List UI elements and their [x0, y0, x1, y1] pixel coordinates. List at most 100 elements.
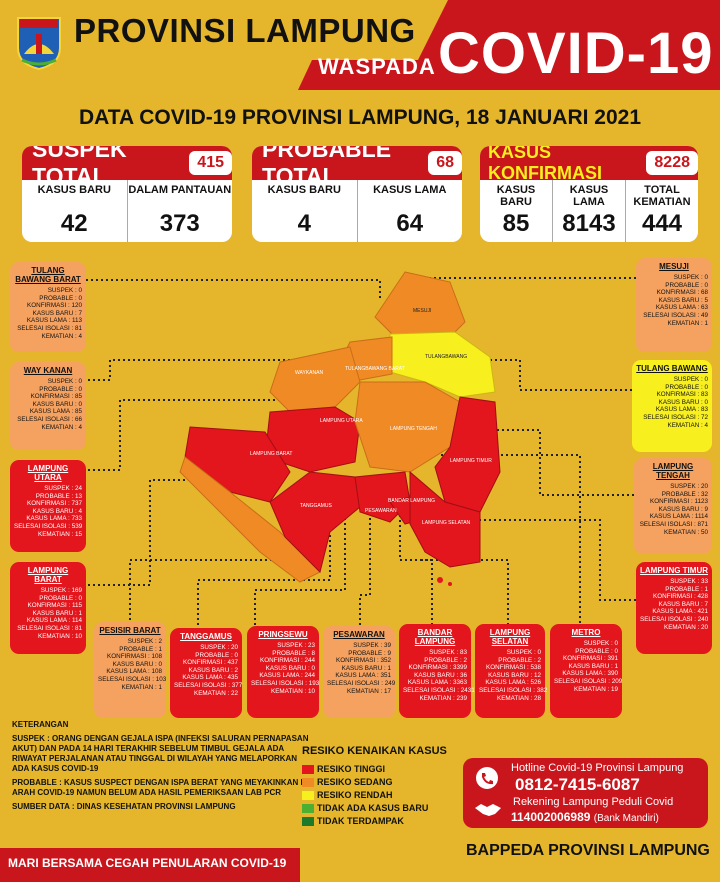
- stat-row: KASUS LAMA : 114: [26, 617, 82, 625]
- stat-row: KEMATIAN : 4: [667, 421, 708, 429]
- stat-row: KASUS BARU : 7: [658, 600, 708, 608]
- stat-row: PROBABLE : 2: [424, 656, 467, 664]
- stat-row: KASUS LAMA : 108: [106, 668, 162, 676]
- date-line: DATA COVID-19 PROVINSI LAMPUNG, 18 JANUA…: [78, 106, 642, 129]
- konfirmasi-total: 8228: [646, 151, 698, 175]
- stat-row: PROBABLE : 0: [39, 594, 82, 602]
- footer-campaign: MARI BERSAMA CEGAH PENULARAN COVID-19: [8, 856, 287, 870]
- stat-row: KASUS BARU : 0: [265, 664, 315, 672]
- risk-label: RESIKO SEDANG: [317, 777, 393, 787]
- stat-row: KEMATIAN : 28: [497, 694, 541, 702]
- map-lampung-selatan: [409, 470, 481, 568]
- stat-row: KASUS BARU : 0: [32, 400, 82, 408]
- map-label-lampung-tengah: LAMPUNG TENGAH: [390, 426, 437, 432]
- swatch: [302, 790, 314, 800]
- map-label-tanggamus: TANGGAMUS: [300, 503, 333, 509]
- handshake-icon: [475, 804, 501, 816]
- stat-row: SUSPEK : 0: [583, 640, 618, 647]
- stat-row: KONFIRMASI : 428: [653, 593, 708, 601]
- region-way-kanan: WAY KANAN SUSPEK : 0 PROBABLE : 0 KONFIR…: [10, 362, 86, 450]
- map-lampung-tengah: [354, 381, 461, 473]
- region-lampung-barat: LAMPUNG BARAT SUSPEK : 169 PROBABLE : 0 …: [10, 562, 86, 654]
- probable-card: PROBABLE TOTAL 68 KASUS BARU 4 KASUS LAMA…: [252, 146, 462, 242]
- stat-row: SUSPEK : 0: [673, 376, 708, 383]
- region-tulang-bawang-barat: TULANG BAWANG BARAT SUSPEK : 0 PROBABLE …: [10, 262, 86, 352]
- stat-row: KONFIRMASI : 3399: [408, 664, 467, 672]
- probable-baru-label: KASUS BARU: [267, 184, 341, 196]
- map-label-tulangbawang-barat: TULANGBAWANG BARAT: [345, 366, 405, 372]
- stat-row: SUSPEK : 24: [44, 485, 82, 492]
- region-metro: METRO SUSPEK : 0 PROBABLE : 0 KONFIRMASI…: [550, 624, 622, 718]
- region-name: LAMPUNG TENGAH: [652, 462, 694, 480]
- region-name: METRO: [571, 628, 601, 637]
- region-name: PESISIR BARAT: [99, 626, 161, 635]
- stat-row: KONFIRMASI : 1123: [650, 498, 708, 506]
- map-label-bandar-lampung: BANDAR LAMPUNG: [388, 498, 435, 504]
- stat-row: SELESAI ISOLASI : 240: [640, 615, 709, 623]
- stat-row: KASUS BARU : 0: [112, 660, 162, 668]
- map-label-lampung-timur: LAMPUNG TIMUR: [450, 458, 492, 464]
- konfirmasi-baru-label: KASUS BARU: [496, 184, 536, 208]
- suspek-total: 415: [189, 151, 232, 175]
- swatch: [302, 803, 314, 813]
- risk-item-tidak-ada-kasus: TIDAK ADA KASUS BARU: [302, 803, 428, 813]
- region-name: PESAWARAN: [333, 630, 385, 639]
- stat-row: KASUS LAMA : 1114: [649, 513, 708, 521]
- covid-banner: [298, 0, 720, 90]
- stat-row: KEMATIAN : 17: [347, 687, 391, 695]
- stat-row: PROBABLE : 0: [665, 383, 708, 391]
- rekening-number: 114002006989 (Bank Mandiri): [511, 810, 659, 824]
- stat-row: KASUS BARU : 1: [341, 664, 391, 672]
- stat-row: SELESAI ISOLASI : 871: [639, 520, 708, 528]
- stat-row: KONFIRMASI : 68: [656, 289, 708, 297]
- stat-row: KASUS LAMA : 63: [655, 304, 708, 312]
- stat-row: SUSPEK : 2: [127, 638, 162, 645]
- probable-total: 68: [428, 151, 462, 175]
- stat-row: KEMATIAN : 22: [194, 689, 238, 697]
- stat-row: SELESAI ISOLASI : 377: [174, 681, 243, 689]
- stat-row: KASUS LAMA : 244: [259, 672, 315, 680]
- stat-row: SELESAI ISOLASI : 249: [327, 679, 396, 687]
- suspek-pantauan-label: DALAM PANTAUAN: [128, 184, 232, 196]
- region-name: WAY KANAN: [23, 366, 73, 375]
- stat-row: PROBABLE : 32: [661, 490, 708, 498]
- region-name: MESUJI: [659, 262, 689, 271]
- stat-row: KEMATIAN : 10: [271, 687, 315, 695]
- footer-band: [0, 848, 300, 882]
- konfirmasi-card: KASUS KONFIRMASI 8228 KASUS BARU 85 KASUS…: [480, 146, 698, 242]
- probable-lama-value: 64: [396, 210, 424, 237]
- stat-row: KASUS LAMA : 85: [29, 408, 82, 416]
- risk-item-rendah: RESIKO RENDAH: [302, 790, 393, 800]
- keterangan-sumber: SUMBER DATA : DINAS KESEHATAN PROVINSI L…: [12, 802, 236, 811]
- phone-icon: [476, 767, 498, 789]
- region-mesuji: MESUJI SUSPEK : 0 PROBABLE : 0 KONFIRMAS…: [636, 258, 712, 352]
- stat-row: SELESAI ISOLASI : 2431: [403, 686, 475, 694]
- stat-row: SUSPEK : 0: [47, 287, 82, 294]
- stat-row: PROBABLE : 0: [665, 281, 708, 289]
- map-pesisir-barat: [179, 456, 321, 583]
- stat-row: KEMATIAN : 1: [121, 683, 162, 691]
- stat-row: KEMATIAN : 4: [41, 423, 82, 431]
- stat-row: KONFIRMASI : 352: [336, 657, 391, 665]
- rekening-bank: (Bank Mandiri): [593, 813, 659, 824]
- stat-row: SELESAI ISOLASI : 209: [554, 677, 623, 685]
- risk-item-tinggi: RESIKO TINGGI: [302, 764, 385, 774]
- risk-label: RESIKO TINGGI: [317, 764, 386, 774]
- konfirmasi-card-header: KASUS KONFIRMASI 8228: [480, 146, 698, 183]
- map-tanggamus: [269, 471, 361, 573]
- region-pesisir-barat: PESISIR BARAT SUSPEK : 2 PROBABLE : 1 KO…: [94, 622, 166, 718]
- stat-row: KASUS BARU : 1: [568, 662, 618, 670]
- stat-row: PROBABLE : 0: [195, 651, 238, 659]
- stat-row: PROBABLE : 13: [35, 492, 82, 500]
- map-tulangbawang: [389, 331, 496, 398]
- stat-row: SUSPEK : 39: [353, 642, 391, 649]
- region-name: TULANG BAWANG BARAT: [15, 266, 81, 284]
- stat-row: KASUS LAMA : 733: [26, 515, 82, 523]
- stat-row: KASUS LAMA : 435: [182, 674, 238, 682]
- stat-row: SELESAI ISOLASI : 103: [98, 675, 167, 683]
- stat-row: KEMATIAN : 20: [664, 623, 708, 631]
- probable-title: PROBABLE TOTAL: [262, 146, 392, 189]
- map-waykanan: [269, 346, 361, 413]
- map-label-tulangbawang: TULANGBAWANG: [425, 354, 467, 360]
- stat-row: SUSPEK : 0: [47, 378, 82, 385]
